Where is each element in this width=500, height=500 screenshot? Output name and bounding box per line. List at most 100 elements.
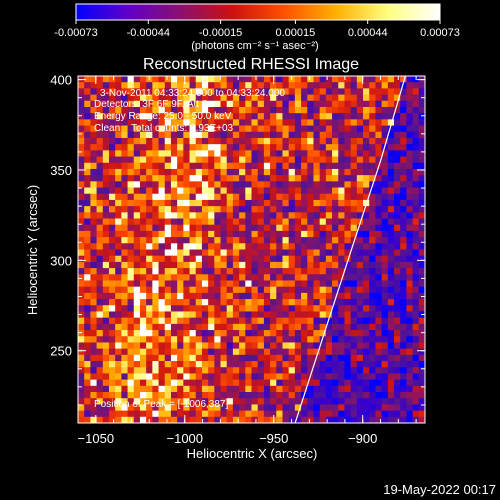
heatmap-cell — [177, 144, 184, 151]
heatmap-cell — [177, 317, 184, 325]
heatmap-cell — [350, 410, 358, 418]
heatmap-cell — [288, 150, 296, 157]
heatmap-cell — [177, 367, 184, 374]
heatmap-cell — [301, 76, 308, 83]
heatmap-cell — [418, 354, 425, 362]
heatmap-cell — [239, 317, 246, 325]
heatmap-cell — [319, 125, 327, 133]
heatmap-cell — [400, 162, 407, 170]
heatmap-cell — [301, 305, 308, 312]
heatmap-cell — [387, 348, 395, 356]
heatmap-cell — [84, 255, 91, 263]
heatmap-cell — [282, 410, 290, 418]
heatmap-cell — [208, 137, 215, 145]
heatmap-cell — [276, 299, 283, 306]
heatmap-cell — [84, 199, 91, 207]
heatmap-cell — [294, 106, 302, 114]
heatmap-cell — [375, 379, 383, 387]
heatmap-cell — [325, 137, 333, 145]
heatmap-cell — [220, 255, 228, 263]
heatmap-cell — [263, 379, 271, 387]
heatmap-cell — [344, 268, 352, 275]
heatmap-cell — [288, 292, 296, 300]
heatmap-cell — [127, 286, 135, 294]
heatmap-cell — [152, 187, 159, 195]
heatmap-cell — [164, 404, 172, 412]
heatmap-cell — [177, 268, 184, 275]
heatmap-cell — [307, 243, 314, 250]
heatmap-cell — [214, 299, 221, 306]
heatmap-cell — [406, 385, 414, 393]
heatmap-cell — [220, 286, 228, 294]
heatmap-cell — [375, 156, 383, 164]
heatmap-cell — [84, 330, 91, 337]
heatmap-cell — [307, 274, 314, 281]
heatmap-cell — [332, 187, 339, 195]
heatmap-cell — [350, 305, 358, 312]
heatmap-cell — [232, 398, 240, 405]
heatmap-cell — [177, 237, 184, 244]
heatmap-cell — [406, 181, 414, 188]
heatmap-cell — [102, 131, 110, 139]
heatmap-cell — [313, 255, 321, 263]
heatmap-cell — [158, 311, 166, 319]
heatmap-cell — [406, 416, 414, 423]
heatmap-cell — [319, 398, 327, 405]
heatmap-cell — [369, 76, 376, 83]
heatmap-cell — [220, 156, 228, 164]
heatmap-cell — [201, 361, 209, 368]
heatmap-cell — [177, 286, 184, 294]
solar-limb-line — [294, 76, 407, 423]
heatmap-cell — [356, 106, 364, 114]
heatmap-cell — [263, 131, 271, 139]
heatmap-cell — [307, 100, 314, 108]
heatmap-cell — [369, 280, 376, 288]
heatmap-cell — [96, 392, 104, 399]
heatmap-cell — [400, 398, 407, 405]
heatmap-cell — [307, 199, 314, 207]
heatmap-cell — [232, 94, 240, 102]
heatmap-cell — [133, 249, 141, 257]
heatmap-cell — [282, 392, 290, 399]
heatmap-cell — [158, 150, 166, 157]
heatmap-cell — [282, 243, 290, 250]
heatmap-cell — [183, 379, 190, 387]
heatmap-cell — [133, 125, 141, 133]
heatmap-cell — [232, 416, 240, 423]
peak-position-label: Position of Peak = [-1006,387] — [94, 399, 228, 410]
heatmap-cell — [127, 243, 135, 250]
heatmap-cell — [189, 187, 197, 195]
heatmap-cell — [356, 119, 364, 126]
heatmap-cell — [394, 336, 401, 343]
annotation-counts: Clean Total counts: 3.93E+03 — [94, 123, 234, 134]
heatmap-cell — [189, 94, 197, 102]
heatmap-cell — [152, 76, 159, 83]
heatmap-cell — [288, 361, 296, 368]
heatmap-cell — [232, 367, 240, 374]
heatmap-cell — [96, 305, 104, 312]
heatmap-cell — [189, 404, 197, 412]
heatmap-cell — [319, 361, 327, 368]
heatmap-cell — [301, 317, 308, 325]
heatmap-cell — [78, 131, 85, 139]
heatmap-cell — [332, 286, 339, 294]
heatmap-cell — [344, 193, 352, 201]
heatmap-cell — [412, 193, 420, 201]
heatmap-cell — [245, 317, 252, 325]
heatmap-cell — [170, 193, 178, 201]
heatmap-cell — [177, 150, 184, 157]
heatmap-cell — [338, 330, 345, 337]
heatmap-cell — [319, 305, 327, 312]
heatmap-cell — [170, 373, 178, 381]
heatmap-cell — [108, 373, 116, 381]
heatmap-cell — [350, 175, 358, 182]
heatmap-cell — [245, 323, 252, 331]
heatmap-cell — [121, 261, 128, 269]
heatmap-cell — [288, 224, 296, 232]
heatmap-cell — [245, 361, 252, 368]
heatmap-cell — [245, 106, 252, 114]
heatmap-cell — [115, 249, 122, 257]
heatmap-cell — [170, 305, 178, 312]
heatmap-cell — [115, 199, 122, 207]
heatmap-cell — [313, 379, 321, 387]
